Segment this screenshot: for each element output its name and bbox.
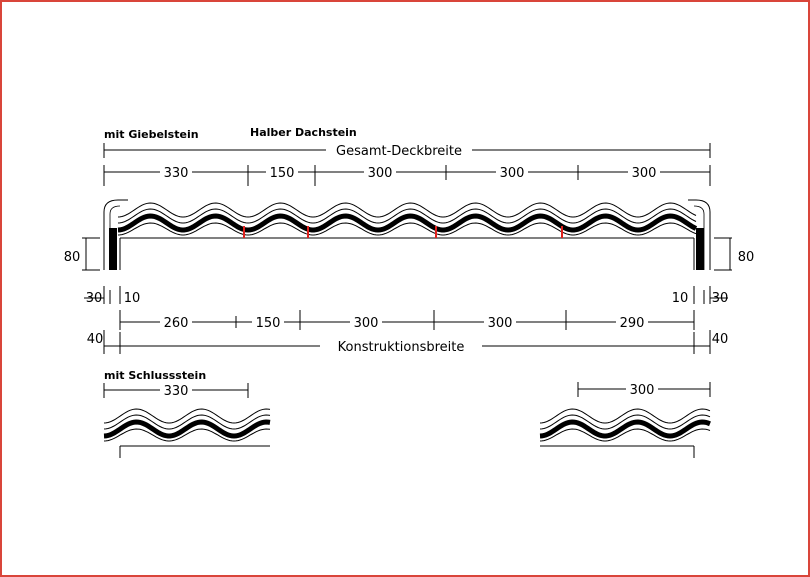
tile-wave [117,202,697,218]
height-left: 80 [64,250,81,265]
height-dimension-left: 80 [64,237,100,271]
dim-right-10: 10 [672,291,689,306]
bottom-dim-1: 260 [164,316,189,331]
tile-wave [103,428,271,442]
bottom-dimension-chain: 260 150 300 300 290 [119,310,695,331]
tile-wave [117,208,697,224]
gesamt-deckbreite-dimension: Gesamt-Deckbreite [103,142,711,159]
tile-wave [539,428,711,442]
detail-left-tiles [103,408,271,442]
bottom-dim-4: 300 [488,316,513,331]
detail-left-dim: 330 [164,384,189,399]
main-tile-waves [117,202,698,236]
dim-left-30: 30 [86,291,103,306]
bottom-dim-5: 290 [620,316,645,331]
detail-left-batten [119,445,270,458]
dim-right-30: 30 [712,291,729,306]
tile-wave [103,419,271,439]
label-halber-dachstein: Halber Dachstein [250,126,357,139]
tile-wave [117,222,697,236]
top-dim-3: 300 [368,166,393,181]
top-dimension-chain: 330 150 300 300 300 [103,164,711,186]
bottom-dim-2: 150 [256,316,281,331]
main-tile-row [103,199,711,270]
label-konstruktionsbreite: Konstruktionsbreite [338,340,465,355]
detail-right-dim: 300 [630,383,655,398]
bottom-dim-3: 300 [354,316,379,331]
label-mit-giebelstein: mit Giebelstein [104,128,199,141]
height-dimension-right: 80 [714,237,755,271]
dim-left-10: 10 [124,291,141,306]
top-dim-2: 150 [270,166,295,181]
dim-right-40: 40 [712,332,729,347]
top-dim-4: 300 [500,166,525,181]
tile-wave [117,213,698,233]
edge-dims: 30 10 10 30 [84,286,728,306]
top-dim-5: 300 [632,166,657,181]
detail-right-batten [540,445,695,458]
detail-right-dimension: 300 [577,381,711,398]
tile-wave [539,419,711,439]
dim-left-40: 40 [87,332,104,347]
tile-wave [539,408,711,424]
konstruktionsbreite-dimension: Konstruktionsbreite 40 40 [87,330,729,355]
detail-left-dimension: 330 [103,382,249,399]
label-mit-schlussstein: mit Schlussstein [104,369,206,382]
tile-wave [103,414,271,430]
label-gesamt-deckbreite: Gesamt-Deckbreite [336,144,462,159]
tile-wave [103,408,271,424]
height-right: 80 [738,250,755,265]
top-dim-1: 330 [164,166,189,181]
tile-wave [539,414,711,430]
detail-right-tiles [539,408,711,442]
